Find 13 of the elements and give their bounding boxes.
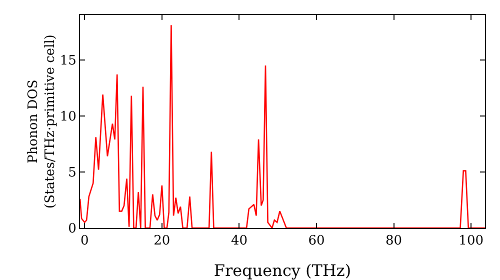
y-tick-label: 0 [68, 222, 76, 237]
y-tick-label: 15 [60, 53, 76, 68]
x-tick-label: 20 [154, 234, 170, 249]
y-axis-title: Phonon DOS (States/THz·primitive cell) [26, 34, 58, 209]
x-tick-label: 0 [80, 234, 89, 249]
line-series [80, 24, 485, 228]
x-axis-title: Frequency (THz) [214, 261, 352, 280]
x-tick-label: 60 [308, 234, 325, 249]
y-tick-label: 5 [68, 166, 76, 180]
x-tick-label: 100 [458, 234, 484, 249]
x-tick-label: 40 [230, 234, 248, 249]
y-tick-label: 10 [60, 109, 76, 124]
x-tick-label: 80 [386, 234, 402, 249]
